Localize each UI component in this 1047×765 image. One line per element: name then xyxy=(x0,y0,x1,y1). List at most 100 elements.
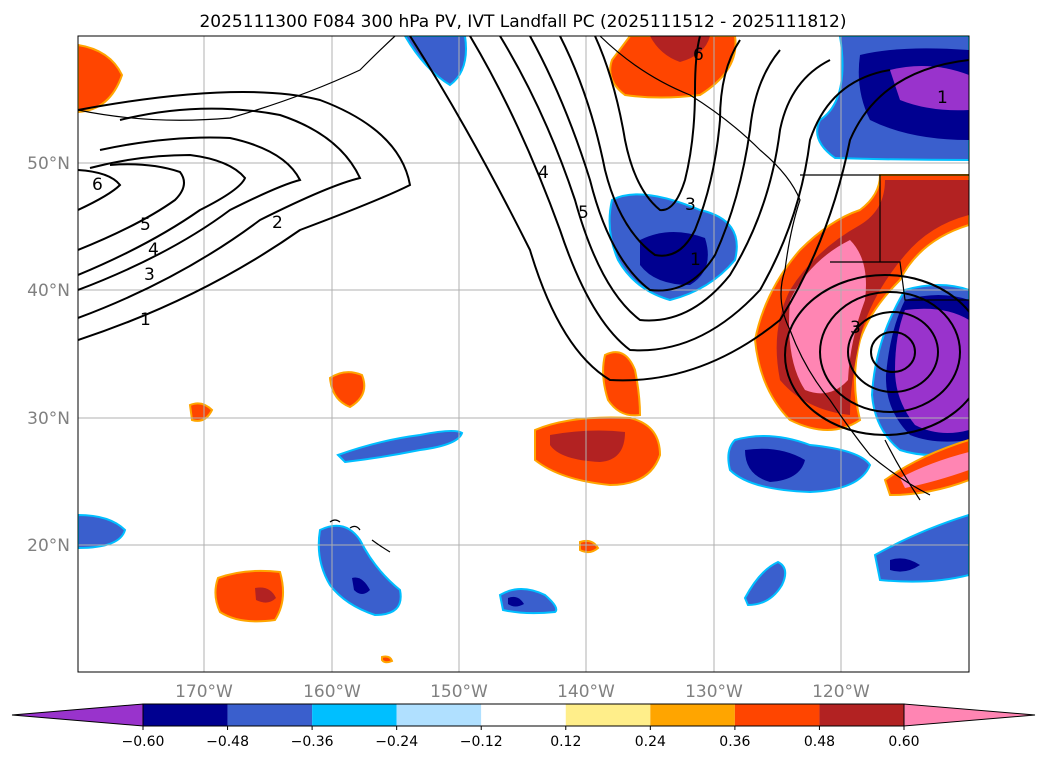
shaded-anomalies xyxy=(78,36,969,664)
colorbar-tick-label: −0.48 xyxy=(206,734,249,750)
contour-label: 4 xyxy=(538,163,549,183)
shade-ridge-extreme xyxy=(789,240,866,394)
contour-labels: 6 5 4 3 2 1 4 5 3 1 6 1 3 xyxy=(92,45,948,338)
colorbar-swatch xyxy=(143,704,228,726)
colorbar-frame xyxy=(142,703,905,727)
colorbar-swatch xyxy=(565,704,651,726)
colorbar-swatch xyxy=(312,704,397,726)
shade-south-core xyxy=(508,596,524,607)
shade-streak-negative xyxy=(336,429,464,464)
shade-top-negative xyxy=(403,36,467,87)
contour-5-trough xyxy=(559,36,741,257)
latitude-labels: 50°N 40°N 30°N 20°N xyxy=(27,154,70,556)
contour-1-west xyxy=(78,91,412,341)
shade-south-negative xyxy=(498,588,558,615)
shade-hawaii-negative xyxy=(317,524,402,617)
shade-nw-positive xyxy=(78,43,124,114)
pv-contours xyxy=(78,36,969,436)
lon-label: 150°W xyxy=(430,682,488,702)
contour-label: 6 xyxy=(693,45,704,65)
contour-label: 5 xyxy=(140,215,151,235)
colorbar: −0.60 −0.48 −0.36 −0.24 −0.12 0.12 0.24 0.36 0.4… xyxy=(11,703,1036,750)
state-borders xyxy=(830,261,969,301)
contour-label: 3 xyxy=(850,318,861,338)
colorbar-swatch xyxy=(396,704,482,726)
shade-central-core xyxy=(550,430,625,462)
coast-hawaii xyxy=(329,519,391,553)
contour-6-trough xyxy=(594,36,701,212)
colorbar-tick-label: −0.36 xyxy=(291,734,334,750)
contour-label: 5 xyxy=(578,203,589,223)
contour-label: 3 xyxy=(144,265,155,285)
shade-tiny-positive xyxy=(381,655,394,664)
contour-2-west xyxy=(78,107,362,319)
lon-label: 170°W xyxy=(175,682,233,702)
contour-label: 2 xyxy=(272,213,283,233)
contour-label: 3 xyxy=(685,195,696,215)
shade-tongue-positive xyxy=(602,351,642,417)
shade-se-core xyxy=(890,558,920,572)
shade-small-positive-2 xyxy=(188,402,214,422)
shade-gulf-core xyxy=(650,36,710,62)
colorbar-tick-label: −0.12 xyxy=(460,734,503,750)
lat-label: 20°N xyxy=(27,536,70,556)
lon-label: 120°W xyxy=(812,682,870,702)
colorbar-extend-low xyxy=(11,703,144,727)
contour-5-west xyxy=(78,163,185,251)
colorbar-tick-label: −0.60 xyxy=(122,734,165,750)
contour-6-west xyxy=(78,169,122,211)
contour-label: 1 xyxy=(690,250,701,270)
coast-aleutians xyxy=(78,36,396,121)
colorbar-tick-label: 0.24 xyxy=(635,734,666,750)
coast-north-america xyxy=(599,36,931,496)
lon-label: 130°W xyxy=(685,682,743,702)
lat-label: 50°N xyxy=(27,154,70,174)
coast-baja xyxy=(884,439,921,501)
colorbar-tick-label: −0.24 xyxy=(375,734,418,750)
colorbar-tick-label: 0.12 xyxy=(550,734,581,750)
contour-1-trough xyxy=(409,36,969,382)
contour-1-cutoff xyxy=(784,274,969,436)
shade-small-core-3 xyxy=(255,587,276,603)
lat-label: 30°N xyxy=(27,409,70,429)
colorbar-tick-label: 0.60 xyxy=(888,734,919,750)
colorbar-tick-label: 0.36 xyxy=(719,734,750,750)
shade-hawaii-core xyxy=(352,577,370,594)
colorbar-swatch xyxy=(227,704,313,726)
shade-small-positive-3 xyxy=(214,569,285,623)
map-frame xyxy=(77,35,970,673)
contour-4-west xyxy=(78,153,247,276)
colorbar-ticks: −0.60 −0.48 −0.36 −0.24 −0.12 0.12 0.24 0.36 0.4… xyxy=(122,726,920,750)
contour-4-trough xyxy=(529,36,781,292)
shade-se-extreme xyxy=(900,452,969,488)
contour-label: 1 xyxy=(140,310,151,330)
contour-label: 6 xyxy=(92,175,103,195)
longitude-labels: 170°W 160°W 150°W 140°W 130°W 120°W xyxy=(175,682,870,702)
map-title: 2025111300 F084 300 hPa PV, IVT Landfall… xyxy=(199,12,846,32)
contour-4-cutoff xyxy=(870,331,916,373)
shade-small-negative xyxy=(743,560,787,607)
colorbar-tick-label: 0.48 xyxy=(804,734,835,750)
colorbar-swatch xyxy=(650,704,735,726)
shade-small-positive-4 xyxy=(579,539,600,554)
lat-label: 40°N xyxy=(27,281,70,301)
contour-3-west xyxy=(78,136,302,291)
contour-label: 4 xyxy=(148,240,159,260)
coastlines xyxy=(78,36,969,553)
colorbar-swatch xyxy=(481,704,566,726)
colorbar-extend-high xyxy=(903,703,1036,727)
gridlines xyxy=(78,36,969,672)
shade-subtropic-core xyxy=(745,448,805,482)
contour-2-cutoff xyxy=(819,291,961,413)
colorbar-swatches xyxy=(11,703,1036,727)
shade-west-negative xyxy=(78,513,127,550)
shade-trough-core xyxy=(640,231,708,285)
lon-label: 140°W xyxy=(557,682,615,702)
shade-small-positive-1 xyxy=(328,371,366,409)
colorbar-swatch xyxy=(734,704,820,726)
contour-label: 1 xyxy=(937,88,948,108)
lon-label: 160°W xyxy=(303,682,361,702)
contour-2-trough xyxy=(469,36,891,352)
map-panel: 6 5 4 3 2 1 4 5 3 1 6 1 3 xyxy=(77,35,970,673)
